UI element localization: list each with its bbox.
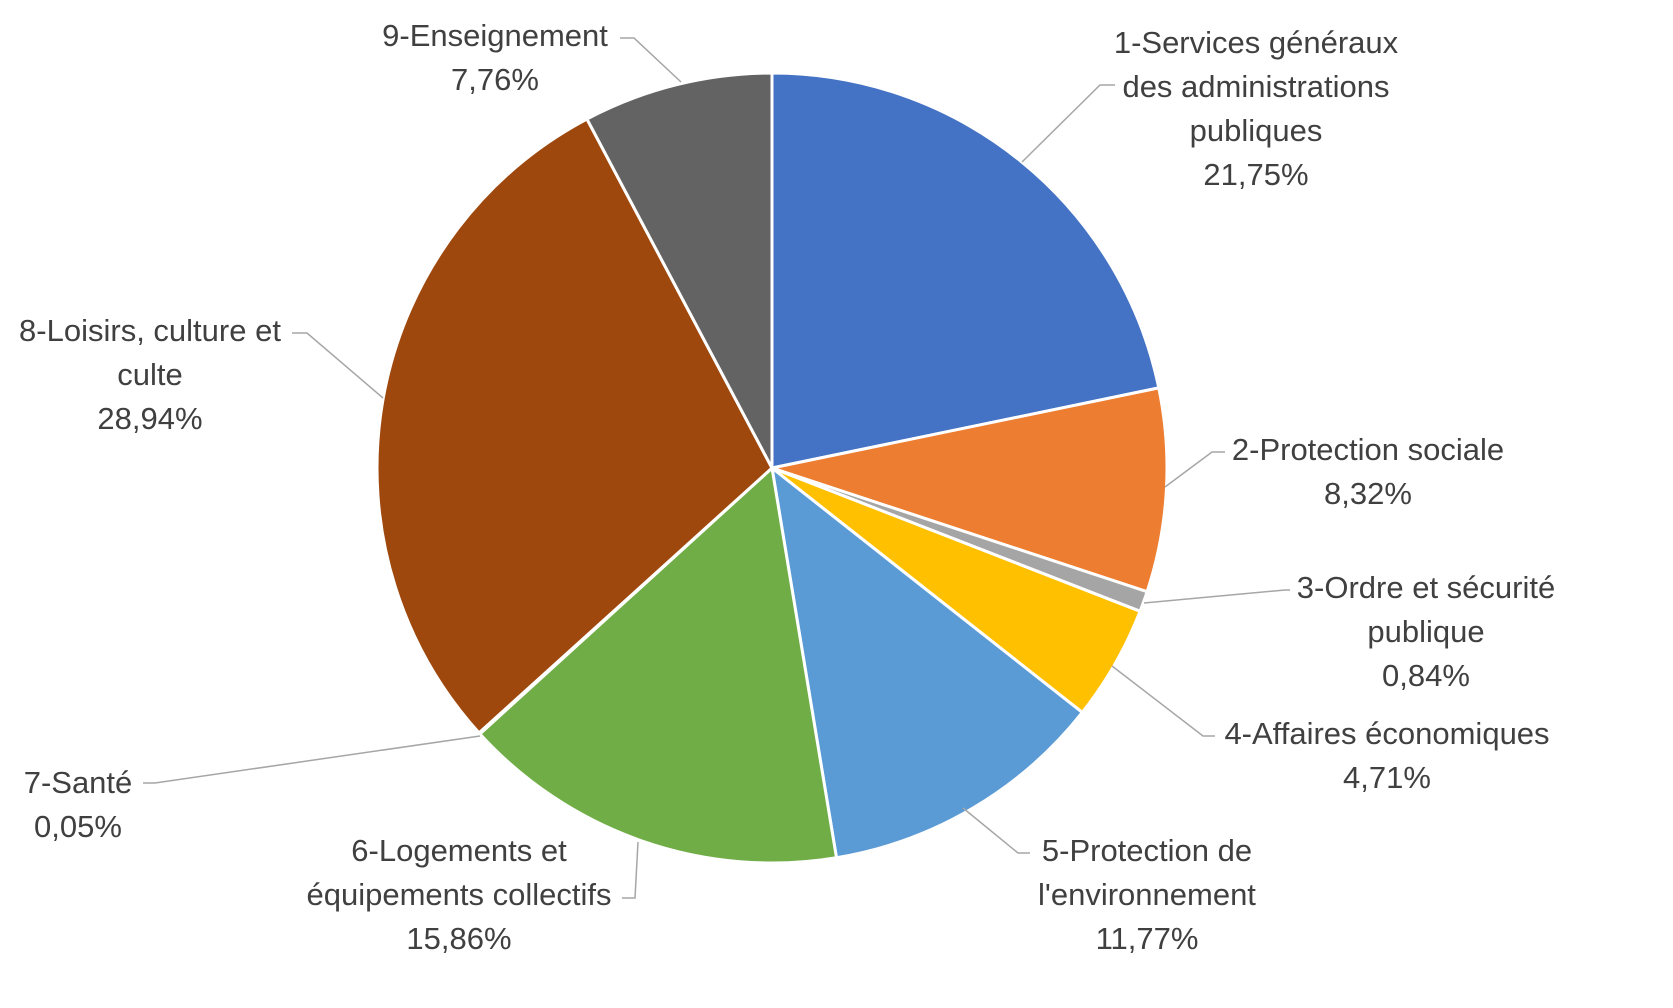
slice-value-label: 21,75% — [1203, 157, 1308, 192]
slice-category-label: 5-Protection de — [1042, 833, 1252, 868]
slice-value-label: 15,86% — [406, 921, 511, 956]
slice-category-label: 1-Services généraux — [1114, 25, 1399, 60]
leader-line-7 — [143, 735, 481, 784]
pie-slice-5 — [770, 466, 1084, 860]
slice-category-label: 9-Enseignement — [382, 18, 608, 53]
leader-line-2 — [1164, 451, 1225, 488]
pie-slice-9 — [585, 71, 774, 470]
slice-label-8: 8-Loisirs, culture et culte 28,94% — [19, 313, 281, 436]
slice-value-label: 7,76% — [451, 62, 539, 97]
slice-category-label: 7-Santé — [24, 765, 133, 800]
slice-category-label: 8-Loisirs, culture et — [19, 313, 281, 348]
slice-value-label: 8,32% — [1324, 476, 1412, 511]
pie-slice-2 — [770, 386, 1169, 594]
leader-line-9 — [620, 37, 682, 83]
leader-line-1 — [1021, 84, 1115, 163]
slice-label-2: 2-Protection sociale 8,32% — [1232, 432, 1504, 511]
leader-line-8 — [292, 332, 384, 399]
slice-category-label: 2-Protection sociale — [1232, 432, 1504, 467]
slice-value-label: 0,05% — [34, 809, 122, 844]
slice-value-label: 0,84% — [1382, 658, 1470, 693]
slice-value-label: 28,94% — [97, 401, 202, 436]
slice-label-9: 9-Enseignement 7,76% — [382, 18, 608, 97]
pie-slice-8 — [375, 117, 774, 735]
slice-value-label: 4,71% — [1343, 760, 1431, 795]
slice-labels: 1-Services généraux des administrations pu… — [19, 18, 1555, 956]
slice-category-label: 6-Logements et — [351, 833, 567, 868]
slice-category-label: publique — [1367, 614, 1484, 649]
slice-category-label: équipements collectifs — [307, 877, 612, 912]
slice-value-label: 11,77% — [1096, 921, 1199, 956]
slice-label-3: 3-Ordre et sécurité publique 0,84% — [1297, 570, 1555, 693]
leader-lines — [143, 37, 1290, 899]
slice-category-label: l'environnement — [1038, 877, 1256, 912]
slice-label-1: 1-Services généraux des administrations pu… — [1114, 25, 1399, 192]
slice-label-7: 7-Santé 0,05% — [24, 765, 133, 844]
slice-label-4: 4-Affaires économiques 4,71% — [1224, 716, 1549, 795]
slice-category-label: publiques — [1190, 113, 1323, 148]
leader-line-5 — [962, 807, 1030, 854]
leader-line-3 — [1143, 589, 1290, 604]
pie-slices — [375, 71, 1169, 865]
slice-category-label: 3-Ordre et sécurité — [1297, 570, 1555, 605]
pie-slice-1 — [770, 71, 1161, 470]
slice-label-5: 5-Protection de l'environnement 11,77% — [1038, 833, 1256, 956]
leader-line-6 — [622, 841, 639, 899]
slice-category-label: des administrations — [1122, 69, 1389, 104]
leader-line-4 — [1111, 665, 1215, 737]
slice-category-label: 4-Affaires économiques — [1224, 716, 1549, 751]
pie-slice-6 — [478, 466, 838, 865]
slice-label-6: 6-Logements et équipements collectifs 15,8… — [307, 833, 612, 956]
slice-category-label: culte — [117, 357, 182, 392]
